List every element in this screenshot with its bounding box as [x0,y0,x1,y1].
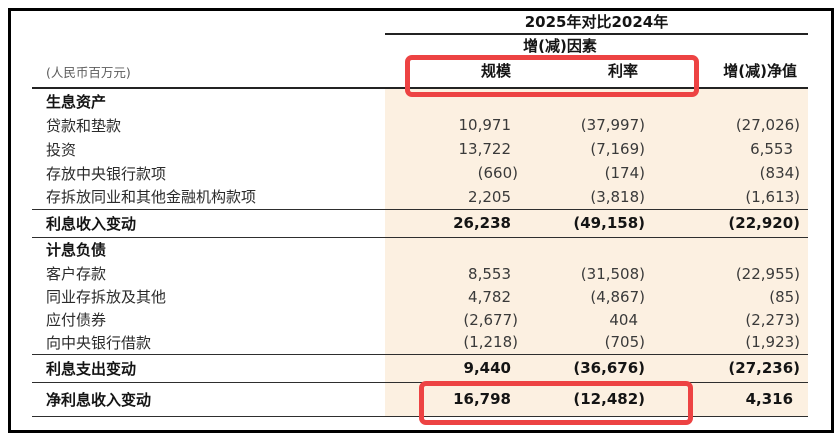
row-label: 净利息收入变动 [32,381,385,417]
scale-value: 16,798 [385,381,518,417]
row-label: 计息负债 [32,237,385,262]
row-interbank-takings-and-other: 同业存拆放及其他 4,782 (4,867) (85) [32,285,809,308]
net-value: (1,613) [645,185,809,209]
net-value: (22,955) [645,262,809,285]
rate-value: 404 [518,308,645,331]
row-label: 贷款和垫款 [32,113,385,137]
net-value: (27,236) [645,353,809,383]
scale-value: 4,782 [385,285,518,308]
rate-value: (4,867) [518,285,645,308]
row-investments: 投资 13,722 (7,169) 6,553 [32,137,809,161]
row-interbank-and-other-fi-placements: 存拆放同业和其他金融机构款项 2,205 (3,818) (1,613) [32,185,809,209]
net-interest-change-table: 2025年对比2024年 增(减)因素 (人民币百万元) 规模 利率 增(减)净… [32,9,809,417]
factor-group-header: 增(减)因素 [523,37,597,55]
net-value: (1,923) [645,331,809,354]
column-header-row: (人民币百万元) 规模 利率 增(减)净值 [32,56,809,89]
scale-value: (1,218) [385,331,518,354]
col-header-net-change: 增(减)净值 [645,56,809,89]
rate-value: (705) [518,331,645,354]
rate-value: (174) [518,161,645,185]
rate-value: (12,482) [518,381,645,417]
period-header-row: 2025年对比2024年 [32,9,809,35]
rate-value: (37,997) [518,113,645,137]
row-interest-bearing-liabilities: 计息负债 [32,237,809,262]
net-value: 6,553 [645,137,809,161]
scale-value: 26,238 [385,208,518,238]
row-label: 同业存拆放及其他 [32,285,385,308]
row-label: 投资 [32,137,385,161]
scale-value: 13,722 [385,137,518,161]
row-label: 存放中央银行款项 [32,161,385,185]
row-customer-deposits: 客户存款 8,553 (31,508) (22,955) [32,262,809,285]
net-value: (22,920) [645,208,809,238]
rate-value: (31,508) [518,262,645,285]
row-bonds-payable: 应付债券 (2,677) 404 (2,273) [32,308,809,331]
scale-value: 9,440 [385,353,518,383]
spacer-cell [32,34,385,56]
scale-value: 10,971 [385,113,518,137]
row-loans-and-advances: 贷款和垫款 10,971 (37,997) (27,026) [32,113,809,137]
scale-value: (2,677) [385,308,518,331]
row-label: 存拆放同业和其他金融机构款项 [32,185,385,209]
row-deposits-with-central-bank: 存放中央银行款项 (660) (174) (834) [32,161,809,185]
row-label: 向中央银行借款 [32,331,385,354]
row-label: 生息资产 [32,88,385,113]
row-label: 客户存款 [32,262,385,285]
row-interest-earning-assets: 生息资产 [32,88,809,113]
net-value: (85) [645,285,809,308]
row-label: 利息支出变动 [32,353,385,383]
row-borrowings-from-central-bank: 向中央银行借款 (1,218) (705) (1,923) [32,331,809,354]
net-value: (27,026) [645,113,809,137]
row-label: 利息收入变动 [32,208,385,238]
col-header-scale: 规模 [385,56,518,89]
row-interest-income-change: 利息收入变动 26,238 (49,158) (22,920) [32,208,809,238]
rate-value: (49,158) [518,208,645,238]
period-header: 2025年对比2024年 [385,9,809,35]
scale-value: (660) [385,161,518,185]
net-value: 4,316 [645,381,809,417]
row-net-interest-income-change: 净利息收入变动 16,798 (12,482) 4,316 [32,381,809,417]
col-header-rate: 利率 [518,56,645,89]
net-value: (2,273) [645,308,809,331]
scale-value: 8,553 [385,262,518,285]
row-interest-expense-change: 利息支出变动 9,440 (36,676) (27,236) [32,353,809,383]
rate-value: (3,818) [518,185,645,209]
scale-value: 2,205 [385,185,518,209]
factor-group-header-cell: 增(减)因素 [385,34,645,56]
unit-note: (人民币百万元) [32,56,385,89]
net-value: (834) [645,161,809,185]
rate-value: (7,169) [518,137,645,161]
row-label: 应付债券 [32,308,385,331]
factor-group-header-row: 增(减)因素 [32,34,808,56]
spacer-cell [32,9,385,34]
spacer-cell [645,34,808,56]
rate-value: (36,676) [518,353,645,383]
